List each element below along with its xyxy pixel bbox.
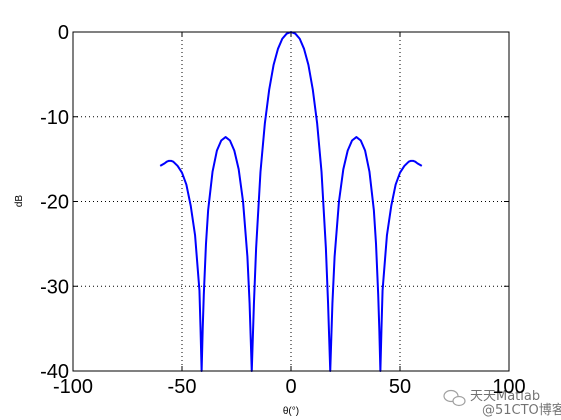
x-tick-label: 50 — [389, 376, 411, 398]
y-tick-label: -40 — [40, 361, 69, 383]
axis-ticks — [72, 31, 510, 372]
x-tick-label: 0 — [285, 376, 296, 398]
x-tick-label: -50 — [168, 376, 197, 398]
grid-lines — [73, 32, 509, 371]
y-axis-label: dB — [14, 195, 25, 208]
watermark-subtext: @51CTO博客 — [482, 402, 561, 418]
x-axis-label: θ(°) — [283, 406, 299, 417]
x-tick-label: -100 — [53, 376, 93, 398]
y-tick-labels: 0 -10 -20 -30 -40 — [40, 22, 69, 383]
y-tick-label: -30 — [40, 276, 69, 298]
watermark-text: 天天Matlab — [470, 389, 540, 404]
y-tick-label: 0 — [58, 22, 69, 44]
y-tick-label: -10 — [40, 107, 69, 129]
wechat-icon — [443, 389, 466, 407]
x-tick-labels: -100 -50 0 50 100 — [53, 376, 526, 398]
x-tick-label: 100 — [492, 376, 525, 398]
y-tick-label: -20 — [40, 192, 69, 214]
watermark: 天天Matlab @51CTO博客 — [443, 389, 561, 418]
